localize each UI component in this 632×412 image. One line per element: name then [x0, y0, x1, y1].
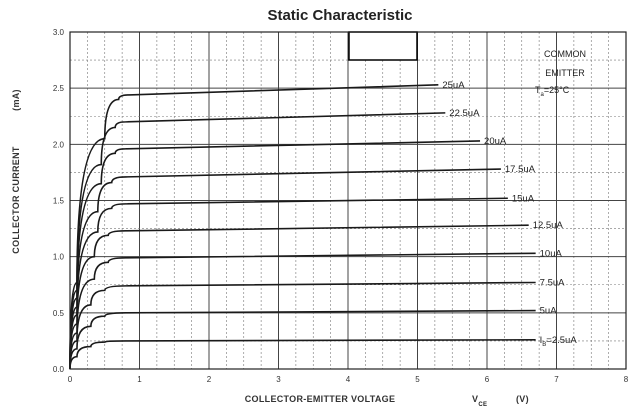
x-tick-label: 2: [207, 375, 212, 384]
y-tick-label: 2.5: [53, 84, 65, 93]
x-tick-label: 5: [415, 375, 420, 384]
curve-line: [69, 281, 536, 370]
curve-line: [69, 224, 529, 370]
curve-line: [69, 168, 501, 370]
y-axis-unit: (mA): [11, 89, 21, 111]
grid-lines: [69, 31, 627, 370]
x-tick-label: 8: [624, 375, 629, 384]
y-tick-label: 1.0: [53, 253, 65, 262]
curve-labels: IB=2.5uA 5uA 7.5uA 10uA 12.5uA 15uA 17.5uA 20uA…: [442, 80, 577, 348]
curve-line: [69, 112, 446, 370]
curve-label: 5uA: [540, 306, 558, 317]
x-axis-symbol: VCE: [472, 394, 487, 408]
tick-labels: 0 1 2 3 4 5 6 7 8 0.0 0.5 1.0 1.5 2.0 2.5 3.0: [53, 28, 629, 384]
curve-label: 10uA: [540, 248, 563, 259]
y-tick-label: 3.0: [53, 28, 65, 37]
plot-frame: [69, 31, 627, 370]
curve-label: 22.5uA: [449, 108, 480, 119]
x-tick-label: 6: [485, 375, 490, 384]
common-emitter-note: COMMON EMITTER Ta=25°C: [535, 49, 586, 98]
curve-label: 7.5uA: [540, 278, 565, 289]
y-tick-label: 0.5: [53, 309, 65, 318]
blank-box: [348, 31, 418, 61]
x-tick-label: 0: [68, 375, 73, 384]
x-tick-label: 1: [137, 375, 142, 384]
curve-label: 20uA: [484, 136, 507, 147]
curve-label: 15uA: [512, 193, 535, 204]
note-line1: COMMON: [544, 49, 586, 59]
y-tick-label: 2.0: [53, 140, 65, 149]
x-tick-label: 4: [346, 375, 351, 384]
chart-title: Static Characteristic: [267, 7, 412, 24]
note-line3: Ta=25°C: [535, 85, 570, 98]
x-tick-label: 3: [276, 375, 281, 384]
x-axis-unit: (V): [516, 394, 529, 404]
curve-line: [69, 252, 536, 370]
note-line2: EMITTER: [545, 68, 585, 78]
curve-line: [69, 309, 536, 370]
y-tick-label: 0.0: [53, 365, 65, 374]
x-tick-label: 7: [554, 375, 559, 384]
y-tick-label: 1.5: [53, 197, 65, 206]
curve-line: [69, 338, 536, 370]
curve-label: 25uA: [442, 80, 465, 91]
curve-label: 12.5uA: [533, 220, 564, 231]
curve-line: [69, 197, 508, 370]
x-axis-label: COLLECTOR-EMITTER VOLTAGE: [245, 394, 396, 404]
curve-label: 17.5uA: [505, 164, 536, 175]
curve-label: IB=2.5uA: [540, 335, 578, 348]
curve-line: [69, 140, 481, 370]
curves: [69, 83, 536, 370]
y-axis-label: COLLECTOR CURRENT: [11, 146, 21, 254]
curve-line: [69, 83, 439, 370]
